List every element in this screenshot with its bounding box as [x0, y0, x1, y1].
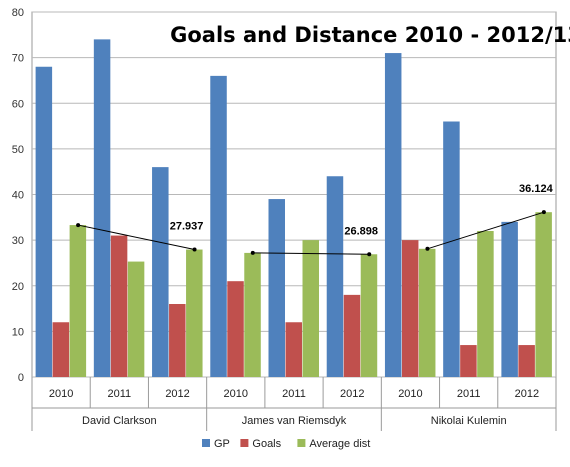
- trendline-label: 36.124: [519, 183, 554, 195]
- x-category-label: 2011: [457, 388, 481, 400]
- bar-gp: [152, 167, 169, 377]
- bar-average-dist: [418, 248, 436, 377]
- legend: GP Goals Average dist: [202, 438, 370, 450]
- bar-gp: [326, 176, 344, 377]
- bar-goals: [110, 235, 128, 377]
- trend-point: [192, 247, 197, 252]
- y-tick-label: 40: [12, 190, 24, 202]
- bar-gp: [384, 53, 402, 377]
- bar-goals: [460, 345, 477, 377]
- bar-gp: [443, 121, 460, 377]
- bar-gp: [210, 75, 227, 377]
- x-category-label: 2012: [515, 388, 539, 400]
- x-category-label: 2010: [49, 388, 73, 400]
- bar-gp: [501, 221, 518, 377]
- trendline: [78, 224, 195, 251]
- bar-average-dist: [535, 212, 552, 377]
- bars: [35, 39, 552, 377]
- x-axis-categories: 2010 2011 2012 David Clarkson 2010 2011 2012 Ja…: [49, 388, 539, 427]
- x-group-label: Nikolai Kulemin: [431, 415, 507, 427]
- bar-average-dist: [477, 231, 494, 377]
- y-tick-label: 60: [12, 98, 24, 110]
- trend-point: [541, 210, 546, 215]
- legend-swatch: [297, 439, 306, 447]
- trend-point: [367, 252, 372, 257]
- legend-label: Goals: [252, 438, 281, 450]
- bar-goals: [343, 294, 361, 377]
- x-category-label: 2010: [224, 388, 248, 400]
- trendline: [252, 252, 370, 255]
- x-group-label: David Clarkson: [82, 415, 157, 427]
- y-tick-label: 80: [12, 7, 24, 19]
- legend-swatch: [240, 439, 249, 447]
- bar-goals: [401, 240, 419, 377]
- trend-point: [76, 223, 81, 228]
- bar-average-dist: [69, 225, 87, 377]
- bar-goals: [169, 304, 186, 377]
- chart-title: Goals and Distance 2010 - 2012/13: [170, 23, 570, 47]
- bar-gp: [268, 199, 285, 377]
- bar-average-dist: [360, 254, 378, 377]
- bar-average-dist: [186, 249, 203, 377]
- bar-gp: [93, 39, 111, 377]
- axes: [31, 377, 557, 431]
- legend-label: Average dist: [309, 438, 370, 450]
- y-axis-ticks: 0 10 20 30 40 50 60 70 80: [12, 7, 24, 384]
- y-tick-label: 30: [12, 235, 24, 247]
- bar-average-dist: [244, 252, 261, 377]
- legend-swatch: [202, 439, 210, 447]
- y-tick-label: 50: [12, 144, 24, 156]
- x-category-label: 2010: [398, 388, 422, 400]
- legend-label: GP: [214, 438, 230, 450]
- bar-gp: [35, 66, 53, 377]
- bar-average-dist: [127, 261, 145, 377]
- trendline-label: 26.898: [344, 225, 378, 237]
- y-tick-label: 20: [12, 281, 24, 293]
- trendline-label: 27.937: [170, 221, 204, 233]
- trendlines: 27.937 26.898 36.124: [76, 183, 554, 257]
- trendline: [427, 211, 545, 250]
- bar-goals: [52, 322, 70, 377]
- y-tick-label: 70: [12, 53, 24, 65]
- x-category-label: 2012: [340, 388, 364, 400]
- x-group-label: James van Riemsdyk: [242, 415, 347, 427]
- trend-point: [425, 246, 430, 251]
- trend-point: [250, 250, 255, 255]
- y-tick-label: 10: [12, 326, 24, 338]
- bar-goals: [518, 345, 535, 377]
- bar-average-dist: [302, 240, 319, 377]
- x-category-label: 2012: [165, 388, 189, 400]
- x-category-label: 2011: [282, 388, 306, 400]
- x-category-label: 2011: [108, 388, 132, 400]
- y-tick-label: 0: [18, 372, 24, 384]
- bar-goals: [227, 281, 244, 377]
- bar-goals: [285, 322, 302, 377]
